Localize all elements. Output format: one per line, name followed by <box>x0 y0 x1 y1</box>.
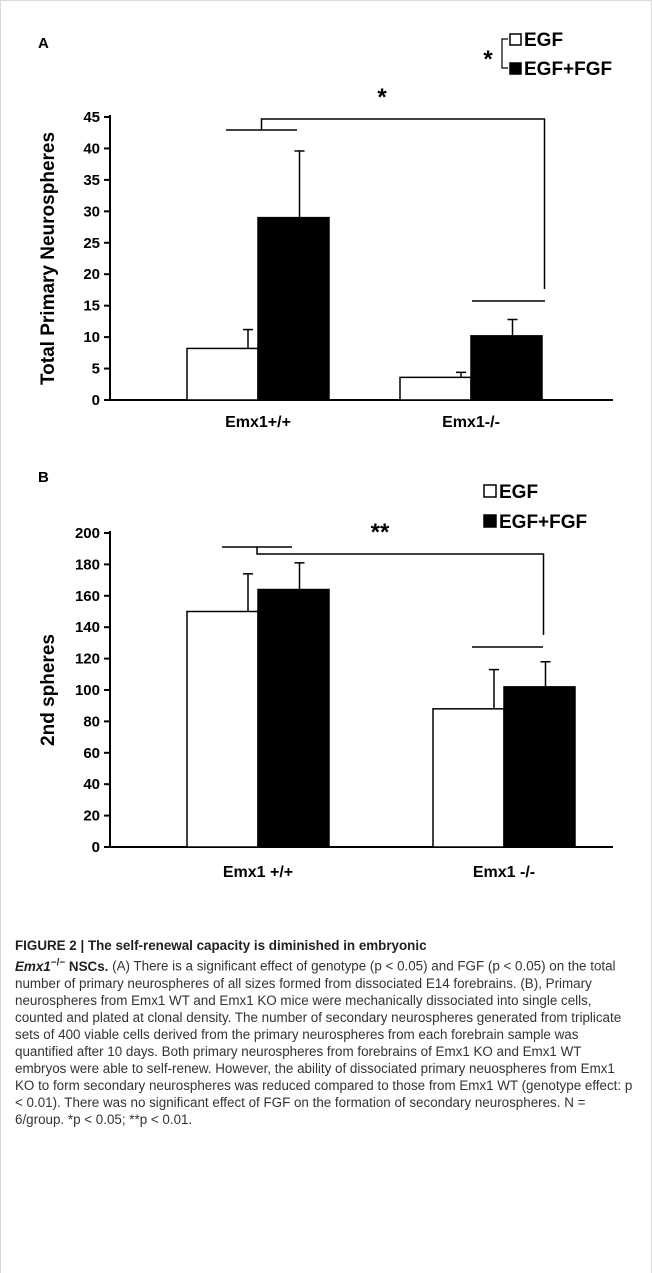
panel-a-chart: A 0 5 10 15 20 25 30 35 40 45 Total Primary Neurosp… <box>38 30 613 431</box>
y-tick-label: 10 <box>83 329 100 346</box>
y-tick-label: 140 <box>75 619 100 636</box>
y-tick-label: 45 <box>83 109 100 126</box>
y-tick-label: 5 <box>92 361 100 378</box>
y-tick-label: 25 <box>83 235 100 252</box>
panel-b-chart: B 0 20 40 60 80 100 120 140 160 180 200 2nd spheres E… <box>38 469 613 881</box>
bar-egf <box>399 376 472 401</box>
y-tick-label: 0 <box>92 392 100 409</box>
bar-egf-fgf <box>257 588 330 848</box>
frame-top-line <box>0 0 652 1</box>
y-tick-label: 30 <box>83 203 100 220</box>
y-tick-label: 0 <box>92 839 100 856</box>
y-tick-label: 35 <box>83 172 100 189</box>
panel-letter: A <box>38 35 49 52</box>
y-axis-label: Total Primary Neurospheres <box>38 132 59 385</box>
legend-swatch <box>509 33 522 46</box>
frame-left-line <box>0 0 1 1273</box>
treatment-significance: * <box>483 46 493 73</box>
y-tick-label: 40 <box>83 140 100 157</box>
genotype-bracket <box>260 118 546 289</box>
y-tick-label: 20 <box>83 808 100 825</box>
bar-egf <box>186 347 259 401</box>
y-tick-label: 180 <box>75 556 100 573</box>
y-tick-label: 120 <box>75 651 100 668</box>
category-label: Emx1-/- <box>442 414 500 431</box>
legend-label: EGF+FGF <box>524 59 612 80</box>
caption-body: (A) There is a significant effect of gen… <box>15 958 633 1128</box>
legend-label: EGF+FGF <box>499 512 587 533</box>
category-label: Emx1 +/+ <box>223 864 293 881</box>
genotype-bracket <box>256 547 545 635</box>
category-label: Emx1+/+ <box>225 414 291 431</box>
legend-swatch <box>483 514 497 528</box>
figure-caption: FIGURE 2 | The self-renewal capacity is … <box>15 937 635 1129</box>
caption-lead-line: FIGURE 2 | The self-renewal capacity is … <box>15 938 427 953</box>
legend-swatch <box>483 484 497 498</box>
bar-egf-fgf <box>257 216 330 401</box>
y-tick-label: 80 <box>83 713 100 730</box>
category-label: Emx1 -/- <box>473 864 535 881</box>
bar-egf <box>186 610 259 848</box>
panel-letter: B <box>38 469 49 486</box>
y-tick-label: 160 <box>75 588 100 605</box>
y-tick-label: 20 <box>83 266 100 283</box>
legend-label: EGF <box>524 30 563 51</box>
caption-lead-gene: Emx1−/− NSCs. <box>15 957 109 974</box>
bar-egf-fgf <box>470 335 543 401</box>
y-tick-label: 100 <box>75 682 100 699</box>
legend-bracket <box>501 38 508 69</box>
y-tick-label: 200 <box>75 525 100 542</box>
y-tick-label: 40 <box>83 776 100 793</box>
bar-egf <box>432 708 505 848</box>
y-tick-label: 15 <box>83 298 100 315</box>
y-tick-label: 60 <box>83 745 100 762</box>
y-axis-label: 2nd spheres <box>38 634 59 746</box>
legend-label: EGF <box>499 482 538 503</box>
genotype-significance: * <box>377 84 387 111</box>
legend-swatch <box>509 62 522 75</box>
charts-svg: A 0 5 10 15 20 25 30 35 40 45 Total Primary Neurosp… <box>38 30 613 881</box>
bar-egf-fgf <box>503 686 576 848</box>
genotype-significance: ** <box>371 519 390 546</box>
